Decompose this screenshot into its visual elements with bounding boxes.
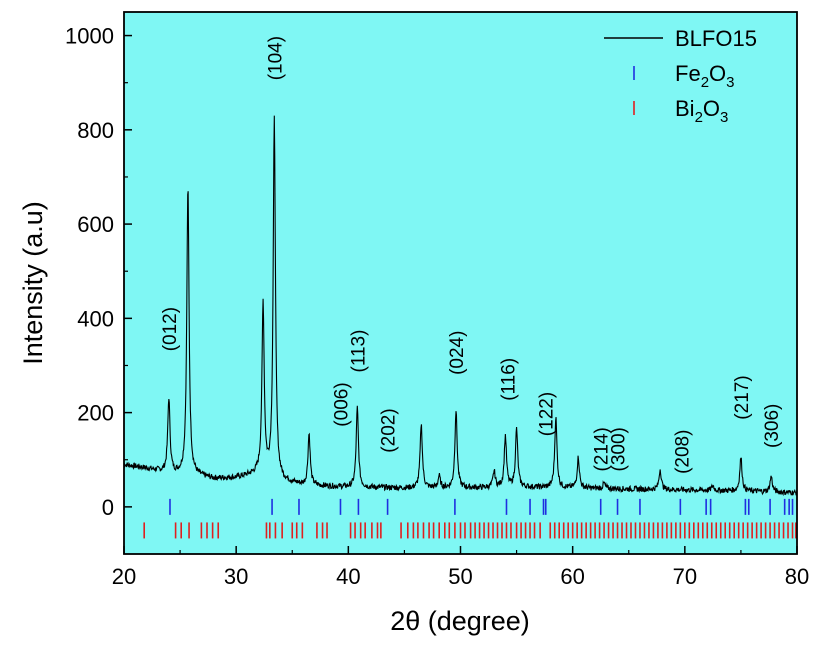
peak-annotation: (217) bbox=[732, 375, 753, 419]
legend-label: BLFO15 bbox=[675, 26, 757, 51]
y-tick-label: 800 bbox=[77, 118, 114, 143]
peak-annotation: (012) bbox=[160, 307, 181, 351]
x-tick-label: 20 bbox=[112, 564, 136, 589]
peak-annotation: (104) bbox=[265, 36, 286, 80]
series-line-blfo15 bbox=[123, 115, 798, 497]
series-layer bbox=[123, 115, 798, 497]
legend-label: Fe2O3 bbox=[675, 61, 735, 91]
annotation-layer: (012) (104) (006) (113) (202) (024) (116) (122)… bbox=[160, 36, 783, 474]
y-tick-label: 1000 bbox=[65, 24, 114, 49]
y-axis-label: Intensity (a.u) bbox=[18, 201, 48, 365]
x-axis-label: 2θ (degree) bbox=[390, 606, 530, 636]
plot-background bbox=[124, 12, 797, 554]
peak-annotation: (208) bbox=[673, 430, 694, 474]
legend-label: Bi2O3 bbox=[675, 96, 728, 126]
x-tick-label: 50 bbox=[448, 564, 472, 589]
peak-annotation: (006) bbox=[332, 382, 353, 426]
peak-annotation: (202) bbox=[379, 408, 400, 452]
peak-annotation: (113) bbox=[348, 330, 369, 373]
reference-tick-layer bbox=[143, 498, 797, 539]
legend: BLFO15 Fe2O3 Bi2O3 bbox=[604, 26, 757, 126]
y-tick-label: 600 bbox=[77, 212, 114, 237]
y-tick-label: 400 bbox=[77, 306, 114, 331]
peak-annotation: (024) bbox=[447, 331, 468, 375]
x-tick-label: 60 bbox=[560, 564, 584, 589]
x-tick-label: 70 bbox=[673, 564, 697, 589]
peak-annotation: (214) bbox=[592, 427, 613, 471]
x-tick-label: 30 bbox=[224, 564, 248, 589]
y-tick-label: 0 bbox=[102, 495, 114, 520]
peak-annotation: (306) bbox=[762, 404, 783, 448]
peak-annotation: (300) bbox=[609, 427, 630, 471]
x-tick-label: 40 bbox=[336, 564, 360, 589]
x-tick-label: 80 bbox=[785, 564, 809, 589]
peak-annotation: (122) bbox=[537, 392, 558, 436]
y-tick-label: 200 bbox=[77, 401, 114, 426]
peak-annotation: (116) bbox=[499, 358, 520, 401]
